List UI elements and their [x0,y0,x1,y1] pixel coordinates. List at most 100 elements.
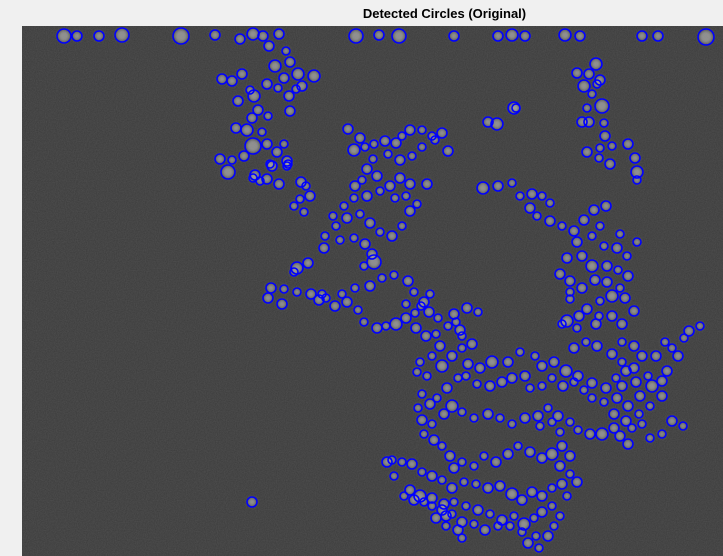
particle [403,276,413,286]
particle [607,311,617,321]
detected-circle [555,427,565,437]
particle [507,373,517,383]
detected-circle [428,434,440,446]
particle [548,418,556,426]
detected-circle [576,116,588,128]
detected-circle [573,425,583,435]
detected-circle [214,153,226,165]
particle [274,84,282,92]
detected-circle [595,296,605,306]
particle [432,330,440,338]
detected-circle [617,337,627,347]
detected-circle [383,149,393,159]
detected-circle [427,419,437,429]
detected-circle [438,498,450,510]
detected-circle [355,209,365,219]
particle [402,300,410,308]
particle [631,377,641,387]
detected-circle [482,116,494,128]
detected-circle [573,310,585,322]
particle [449,463,459,473]
detected-circle [547,417,557,427]
particle [589,205,599,215]
detected-circle [466,338,478,350]
particle [446,400,458,412]
detected-circle [565,294,575,304]
detected-circle [263,40,275,52]
particle [174,29,188,43]
particle [483,117,493,127]
detected-circle [273,28,285,40]
particle [418,143,426,151]
particle [292,68,304,80]
detected-circle [386,230,398,242]
particle [558,222,566,230]
detected-circle [271,146,283,158]
particle [116,29,128,41]
detected-circle [453,373,463,383]
detected-circle [524,446,536,458]
particle [555,269,565,279]
particle [369,155,377,163]
detected-circle [172,27,190,45]
particle [601,383,611,393]
detected-circle [299,207,309,217]
detected-circle [604,158,616,170]
detected-circle [557,380,569,392]
detected-circle [601,276,613,288]
detected-circle [401,191,411,201]
detected-circle [427,501,437,511]
particle [398,132,406,140]
particle [629,341,639,351]
detected-circle [282,161,292,171]
particle [438,476,446,484]
detected-circle [582,103,592,113]
detected-circle [469,519,479,529]
detected-circle [679,333,689,343]
detected-circle [423,306,435,318]
detected-circle [472,379,482,389]
detected-circle [402,275,414,287]
particle [452,318,460,326]
particle [350,30,362,42]
particle [438,442,446,450]
detected-circle [236,68,248,80]
detected-circle [556,440,568,452]
detected-circle [426,492,438,504]
detected-circle [397,457,407,467]
particle [472,480,480,488]
detected-circle [353,305,363,315]
detected-circle [433,313,443,323]
particle [228,156,236,164]
particle [514,442,522,450]
particle [572,477,582,487]
detected-circle [261,173,273,185]
particle [360,239,370,249]
detected-circle [578,214,590,226]
detected-circle [595,143,605,153]
particle [428,420,436,428]
detected-circle [660,337,670,347]
detected-circle [436,127,448,139]
figure-title: Detected Circles (Original) [362,6,527,21]
detected-circle [339,201,349,211]
detected-circle [505,28,519,42]
particle [657,376,667,386]
detected-circle [209,29,221,41]
detected-circle [547,483,557,493]
detected-circle [548,356,560,368]
detected-circle [389,270,399,280]
detected-circle [368,154,378,164]
particle [319,243,329,253]
particle [612,243,622,253]
detected-circle [425,289,435,299]
particle [565,276,575,286]
particle [496,414,504,422]
detected-circle [628,340,640,352]
detected-circle [547,373,557,383]
particle [538,382,546,390]
detected-circle [568,342,580,354]
particle [417,415,427,425]
detected-circle [436,504,448,516]
detected-circle [357,175,367,185]
